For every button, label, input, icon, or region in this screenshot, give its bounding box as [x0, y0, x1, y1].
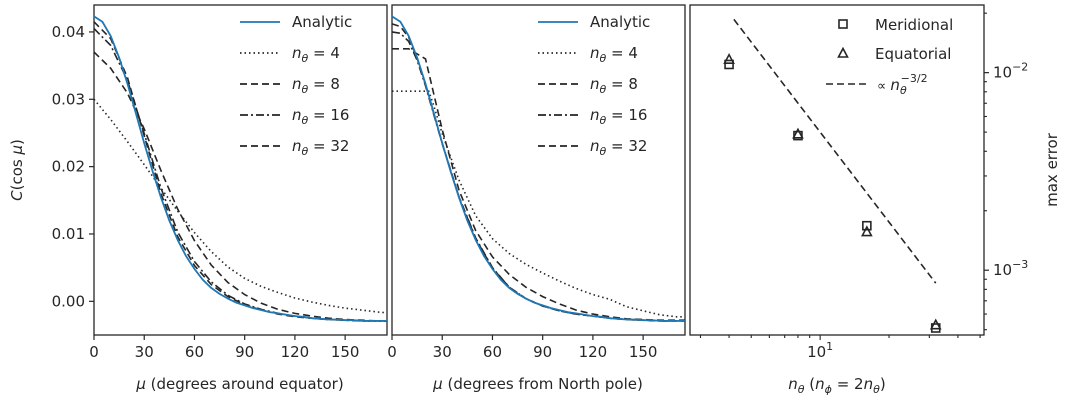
middle-legend-label: nθ = 8	[590, 75, 638, 96]
middle-x-tick-label: 90	[533, 343, 552, 361]
left-y-axis-label: C(cos μ)	[8, 139, 26, 201]
left-x-tick-label: 30	[135, 343, 154, 361]
legend-equatorial-marker	[837, 46, 849, 58]
meridional-point	[724, 59, 734, 70]
left-y-ticks: 0.00 0.01 0.02 0.03 0.04	[52, 23, 94, 310]
right-series-power-law	[733, 18, 937, 284]
left-x-tick-label: 150	[331, 343, 360, 361]
right-panel: 101 10−2 10−3 Meridional Equatorial ∝ nθ−3/2	[699, 12, 1028, 361]
legend-meridional-label: Meridional	[875, 16, 953, 34]
middle-x-axis-label: μ (degrees from North pole)	[432, 375, 643, 393]
middle-x-tick-label: 120	[579, 343, 608, 361]
middle-legend-label: Analytic	[590, 13, 650, 31]
left-y-tick-label: 0.01	[52, 225, 85, 243]
equatorial-point	[792, 127, 804, 139]
right-legend: Meridional Equatorial ∝ nθ−3/2	[826, 16, 953, 97]
left-x-tick-label: 0	[89, 343, 99, 361]
left-legend-label: Analytic	[292, 13, 352, 31]
left-panel: 0 30 60 90 120 150 0.00 0.01 0.02 0.03 0.04 Analyti…	[52, 13, 388, 361]
left-x-ticks: 0 30 60 90 120 150	[89, 335, 359, 361]
middle-series-n-16	[391, 31, 685, 322]
middle-x-tick-label: 30	[433, 343, 452, 361]
middle-series-n-32	[391, 23, 685, 322]
middle-panel-frame	[391, 4, 686, 336]
left-series-n-4	[93, 98, 388, 314]
equatorial-point	[723, 52, 735, 64]
left-x-tick-label: 90	[235, 343, 254, 361]
left-y-tick-label: 0.04	[52, 23, 85, 41]
middle-legend-label: nθ = 32	[590, 137, 647, 158]
right-y-axis-label: max error	[1043, 132, 1061, 207]
middle-panel: 0 30 60 90 120 150 Analytic nθ = 4 nθ = 8 nθ = 16…	[387, 13, 685, 361]
right-x-axis-label: nθ (nϕ = 2nθ)	[788, 375, 885, 396]
middle-legend-label: nθ = 16	[590, 106, 647, 127]
right-y-ticks: 10−2 10−3	[984, 12, 1028, 331]
left-series-analytic	[93, 15, 387, 322]
middle-legend-label: nθ = 4	[590, 44, 638, 65]
right-y-tick-label: 10−2	[993, 61, 1028, 82]
middle-x-tick-label: 0	[387, 343, 397, 361]
left-legend: Analytic nθ = 4 nθ = 8 nθ = 16 nθ = 32	[240, 13, 352, 158]
right-x-ticks: 101	[699, 335, 981, 361]
middle-x-tick-label: 150	[629, 343, 658, 361]
legend-equatorial-label: Equatorial	[875, 45, 951, 63]
left-y-tick-label: 0.03	[52, 90, 85, 108]
left-y-tick-label: 0.00	[52, 292, 85, 310]
left-legend-label: nθ = 8	[292, 75, 340, 96]
left-legend-label: nθ = 16	[292, 106, 349, 127]
left-x-axis-label: μ (degrees around equator)	[135, 375, 343, 393]
middle-series-n-4	[392, 90, 685, 318]
left-y-tick-label: 0.02	[52, 158, 85, 176]
meridional-point	[862, 220, 872, 231]
legend-meridional-marker	[838, 19, 848, 29]
equatorial-point	[929, 318, 942, 330]
middle-series-n-8	[392, 47, 685, 322]
left-series-n-8	[93, 51, 387, 322]
left-x-tick-label: 120	[281, 343, 310, 361]
middle-legend: Analytic nθ = 4 nθ = 8 nθ = 16 nθ = 32	[538, 13, 650, 158]
legend-power-law-label: ∝ nθ−3/2	[877, 72, 928, 97]
right-panel-frame	[689, 4, 985, 336]
right-x-tick-label: 101	[807, 340, 833, 361]
left-legend-label: nθ = 32	[292, 137, 349, 158]
equatorial-point	[861, 225, 873, 237]
left-series-n-16	[93, 28, 387, 322]
middle-series-analytic	[391, 15, 685, 322]
middle-x-ticks: 0 30 60 90 120 150	[387, 335, 657, 361]
left-legend-label: nθ = 4	[292, 44, 340, 65]
middle-x-tick-label: 60	[483, 343, 502, 361]
left-panel-frame	[93, 4, 388, 336]
left-x-tick-label: 60	[185, 343, 204, 361]
right-y-tick-label: 10−3	[993, 258, 1028, 279]
